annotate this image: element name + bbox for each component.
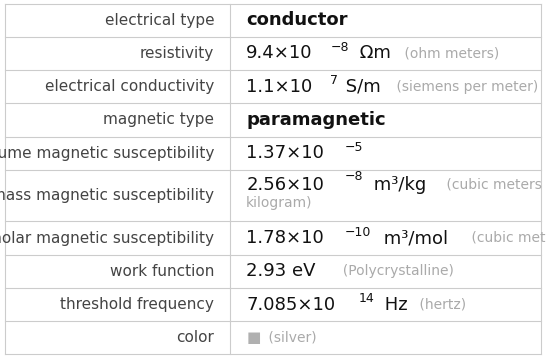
- Text: volume magnetic susceptibility: volume magnetic susceptibility: [0, 146, 214, 161]
- Text: −8: −8: [345, 170, 363, 183]
- Text: S/m: S/m: [340, 78, 381, 96]
- Text: (siemens per meter): (siemens per meter): [391, 80, 538, 94]
- Text: (ohm meters): (ohm meters): [400, 47, 500, 61]
- Text: −8: −8: [330, 41, 349, 54]
- Text: 1.37×10: 1.37×10: [246, 144, 324, 162]
- Text: (silver): (silver): [264, 331, 317, 345]
- Text: 9.4×10: 9.4×10: [246, 44, 313, 62]
- Text: m³/mol: m³/mol: [378, 229, 448, 247]
- Text: m³/kg: m³/kg: [368, 176, 426, 194]
- Text: ■: ■: [246, 330, 260, 345]
- Text: mass magnetic susceptibility: mass magnetic susceptibility: [0, 188, 214, 203]
- Text: threshold frequency: threshold frequency: [60, 297, 214, 312]
- Text: molar magnetic susceptibility: molar magnetic susceptibility: [0, 231, 214, 246]
- Text: 1.1×10: 1.1×10: [246, 78, 312, 96]
- Text: electrical conductivity: electrical conductivity: [45, 79, 214, 94]
- Text: (cubic meters per mole): (cubic meters per mole): [467, 231, 546, 245]
- Text: 7: 7: [330, 74, 338, 87]
- Text: 14: 14: [359, 292, 375, 305]
- Text: 2.56×10: 2.56×10: [246, 176, 324, 194]
- Text: (hertz): (hertz): [415, 297, 466, 311]
- Text: −5: −5: [345, 141, 363, 154]
- Text: Hz: Hz: [379, 296, 407, 314]
- Text: kilogram): kilogram): [246, 196, 313, 211]
- Text: 2.93 eV: 2.93 eV: [246, 262, 316, 280]
- Text: (cubic meters per: (cubic meters per: [442, 178, 546, 192]
- Text: 7.085×10: 7.085×10: [246, 296, 335, 314]
- Text: magnetic type: magnetic type: [103, 112, 214, 127]
- Text: work function: work function: [110, 264, 214, 279]
- Text: Ωm: Ωm: [354, 44, 390, 62]
- Text: electrical type: electrical type: [104, 13, 214, 28]
- Text: conductor: conductor: [246, 11, 348, 29]
- Text: resistivity: resistivity: [140, 46, 214, 61]
- Text: 1.78×10: 1.78×10: [246, 229, 324, 247]
- Text: (Polycrystalline): (Polycrystalline): [334, 264, 454, 278]
- Text: paramagnetic: paramagnetic: [246, 111, 386, 129]
- Text: color: color: [176, 330, 214, 345]
- Text: −10: −10: [345, 226, 371, 238]
